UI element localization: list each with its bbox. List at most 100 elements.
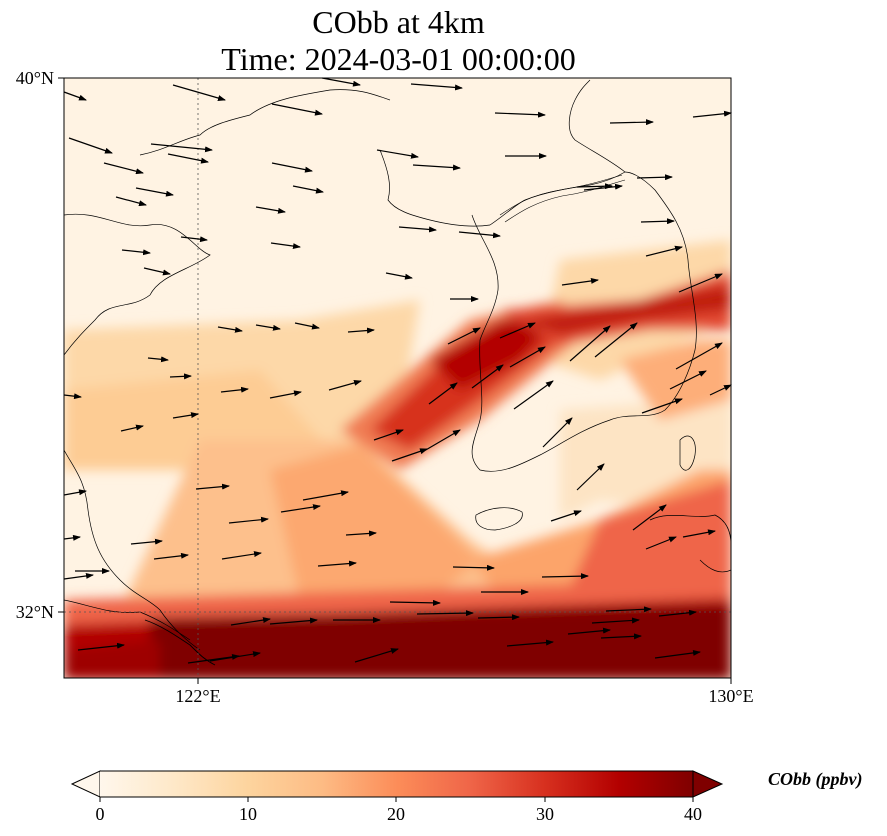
wind-arrow: [499, 322, 536, 339]
wind-arrow: [428, 382, 458, 405]
wind-arrow: [640, 218, 675, 225]
wind-arrow: [143, 267, 171, 276]
figure-title-line2: Time: 2024-03-01 00:00:00: [221, 41, 576, 77]
wind-arrow: [63, 489, 87, 496]
wind-arrow: [169, 373, 192, 380]
wind-arrow: [209, 651, 261, 662]
wind-arrow: [416, 610, 474, 617]
wind-arrow: [389, 599, 441, 606]
wind-arrow: [172, 412, 199, 419]
wind-arrow: [609, 119, 654, 126]
wind-arrow: [347, 327, 375, 334]
wind-arrow: [120, 424, 144, 432]
wind-arrow: [271, 162, 313, 173]
wind-arrow: [541, 573, 589, 580]
colorbar-gradient: [100, 771, 693, 797]
wind-arrow: [180, 236, 208, 243]
wind-arrow: [494, 111, 546, 118]
wind-arrow: [130, 538, 163, 545]
wind-arrow: [63, 534, 81, 541]
wind-arrow: [103, 162, 144, 175]
map-frame: [63, 77, 732, 679]
colorbar-tick-20: 20: [387, 804, 405, 824]
wind-arrow: [147, 356, 169, 363]
wind-arrow: [412, 164, 461, 171]
wind-arrow: [135, 187, 174, 197]
wind-arrow: [255, 206, 286, 214]
colorbar-extend-min: [70, 770, 101, 798]
wind-arrow: [230, 617, 271, 626]
wind-arrow: [423, 429, 461, 452]
wind-arrow: [269, 617, 318, 625]
wind-arrow: [77, 642, 125, 651]
wind-arrow: [271, 103, 323, 116]
wind-arrow: [153, 552, 189, 560]
wind-arrow: [576, 183, 613, 190]
wind-arrow: [228, 516, 269, 524]
wind-arrow: [195, 483, 230, 490]
wind-arrow: [645, 245, 683, 257]
concentration-field: [64, 78, 731, 678]
wind-arrow: [373, 429, 404, 441]
wind-arrow: [391, 448, 428, 462]
wind-arrow: [452, 564, 495, 571]
wind-arrow: [471, 364, 504, 389]
wind-arrow: [220, 386, 249, 393]
wind-arrow: [345, 530, 377, 537]
wind-arrow: [217, 326, 243, 333]
lon-tick-label-122e: 122°E: [175, 686, 220, 706]
wind-arrow: [641, 398, 683, 414]
wind-arrow: [328, 380, 362, 391]
axis-ticks: [58, 77, 732, 684]
wind-arrow: [654, 649, 701, 659]
wind-arrow: [636, 174, 673, 181]
wind-arrow: [63, 91, 87, 101]
wind-arrow: [682, 529, 716, 538]
wind-arrow: [513, 380, 554, 410]
wind-arrow: [292, 185, 324, 194]
wind-arrow: [658, 609, 697, 617]
wind-arrow: [692, 110, 732, 118]
wind-arrow: [255, 324, 281, 331]
wind-arrow: [172, 84, 226, 101]
wind-arrow: [675, 342, 723, 370]
wind-arrow: [600, 633, 642, 640]
wind-arrow: [542, 417, 573, 448]
wind-arrow: [63, 393, 82, 400]
wind-arrow: [68, 137, 113, 154]
wind-arrow: [576, 463, 605, 491]
wind-arrow: [477, 614, 520, 621]
wind-arrow: [645, 536, 677, 550]
wind-arrow: [669, 370, 707, 390]
lat-tick-label-40n: 40°N: [16, 68, 54, 88]
wind-arrow: [709, 384, 732, 396]
wind-arrow: [150, 143, 213, 153]
wind-arrow: [569, 325, 611, 362]
wind-arrow: [270, 242, 301, 250]
wind-arrow: [354, 648, 399, 663]
wind-arrow: [317, 560, 357, 567]
wind-arrow: [632, 504, 667, 531]
colorbar-tick-40: 40: [684, 804, 702, 824]
wind-arrow: [561, 277, 599, 286]
gridlines: [64, 78, 731, 678]
wind-arrow: [550, 510, 582, 522]
wind-arrow: [121, 249, 151, 256]
wind-arrow: [294, 322, 320, 330]
wind-arrow: [63, 572, 94, 580]
wind-arrow: [447, 327, 481, 345]
wind-arrow: [321, 77, 361, 87]
wind-arrow: [302, 490, 349, 501]
wind-arrow: [567, 627, 611, 635]
colorbar-tick-10: 10: [239, 804, 257, 824]
wind-arrow: [398, 226, 437, 233]
wind-arrow: [594, 322, 638, 358]
figure-title-line1: CObb at 4km: [312, 4, 485, 40]
wind-arrow: [605, 606, 652, 613]
wind-arrow: [385, 272, 413, 280]
wind-arrow: [678, 273, 723, 293]
wind-arrow: [376, 149, 419, 159]
wind-arrow: [506, 639, 554, 647]
colorbar-label: CObb (ppbv): [768, 769, 863, 789]
